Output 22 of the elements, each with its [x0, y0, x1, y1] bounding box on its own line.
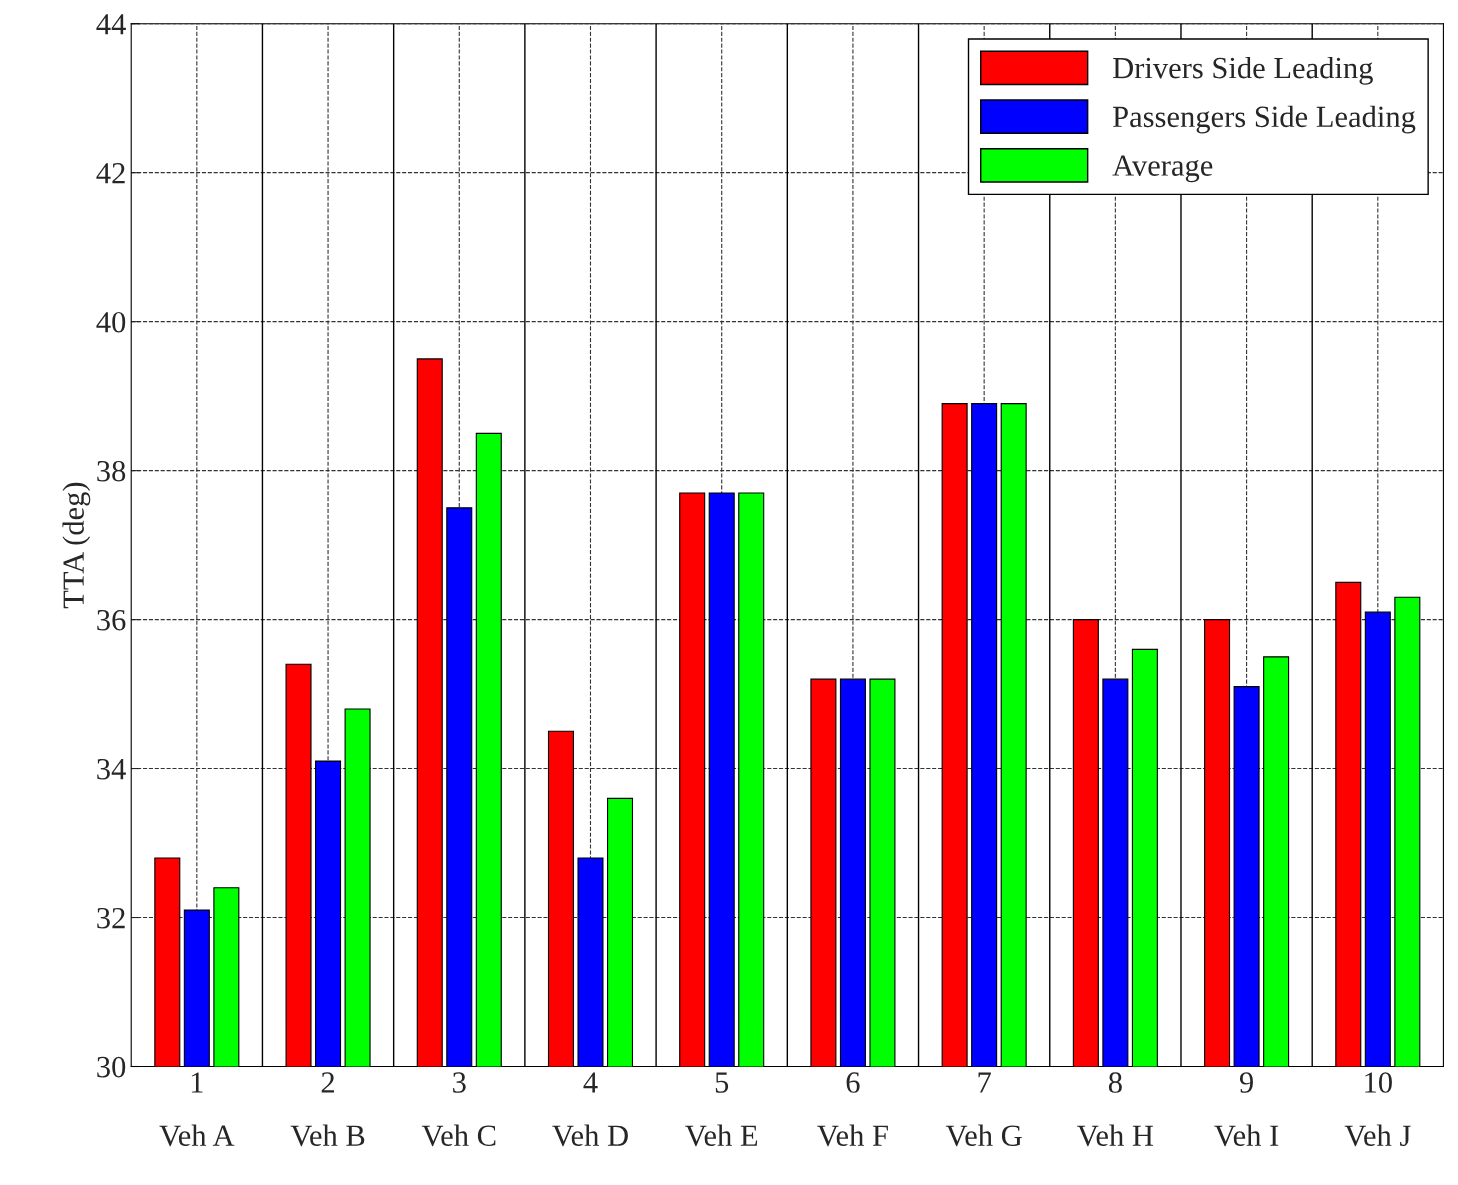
y-tick-label: 32: [97, 907, 125, 929]
x-tick-label: 10 Veh J: [1344, 1072, 1411, 1147]
x-tick-label: 5 Veh E: [685, 1072, 758, 1147]
y-tick-label: 34: [97, 758, 126, 780]
x-tick-label: 1 Veh A: [159, 1072, 235, 1147]
y-tick-label: 38: [97, 460, 126, 482]
y-tick-label: 36: [97, 609, 126, 631]
legend-label: Average: [1112, 155, 1213, 183]
x-tick-label: 7 Veh G: [945, 1072, 1022, 1147]
x-tick-label: 6 Veh F: [817, 1072, 888, 1147]
x-tick-label: 8 Veh H: [1077, 1072, 1154, 1147]
y-tick-label: 44: [96, 14, 126, 35]
y-tick-label: 40: [96, 311, 126, 333]
x-tick-label: 4 Veh D: [552, 1072, 628, 1147]
y-tick-label: 42: [96, 163, 125, 184]
x-tick-label: 2 Veh B: [290, 1072, 365, 1147]
x-tick-label: 3 Veh C: [421, 1072, 496, 1147]
x-tick-label: 9 Veh I: [1214, 1072, 1279, 1147]
y-tick-label: 30: [97, 1056, 126, 1078]
legend-label: Passengers Side Leading: [1112, 105, 1416, 134]
legend-label: Drivers Side Leading: [1112, 56, 1373, 85]
y-axis-title: TTA (deg): [62, 482, 91, 609]
